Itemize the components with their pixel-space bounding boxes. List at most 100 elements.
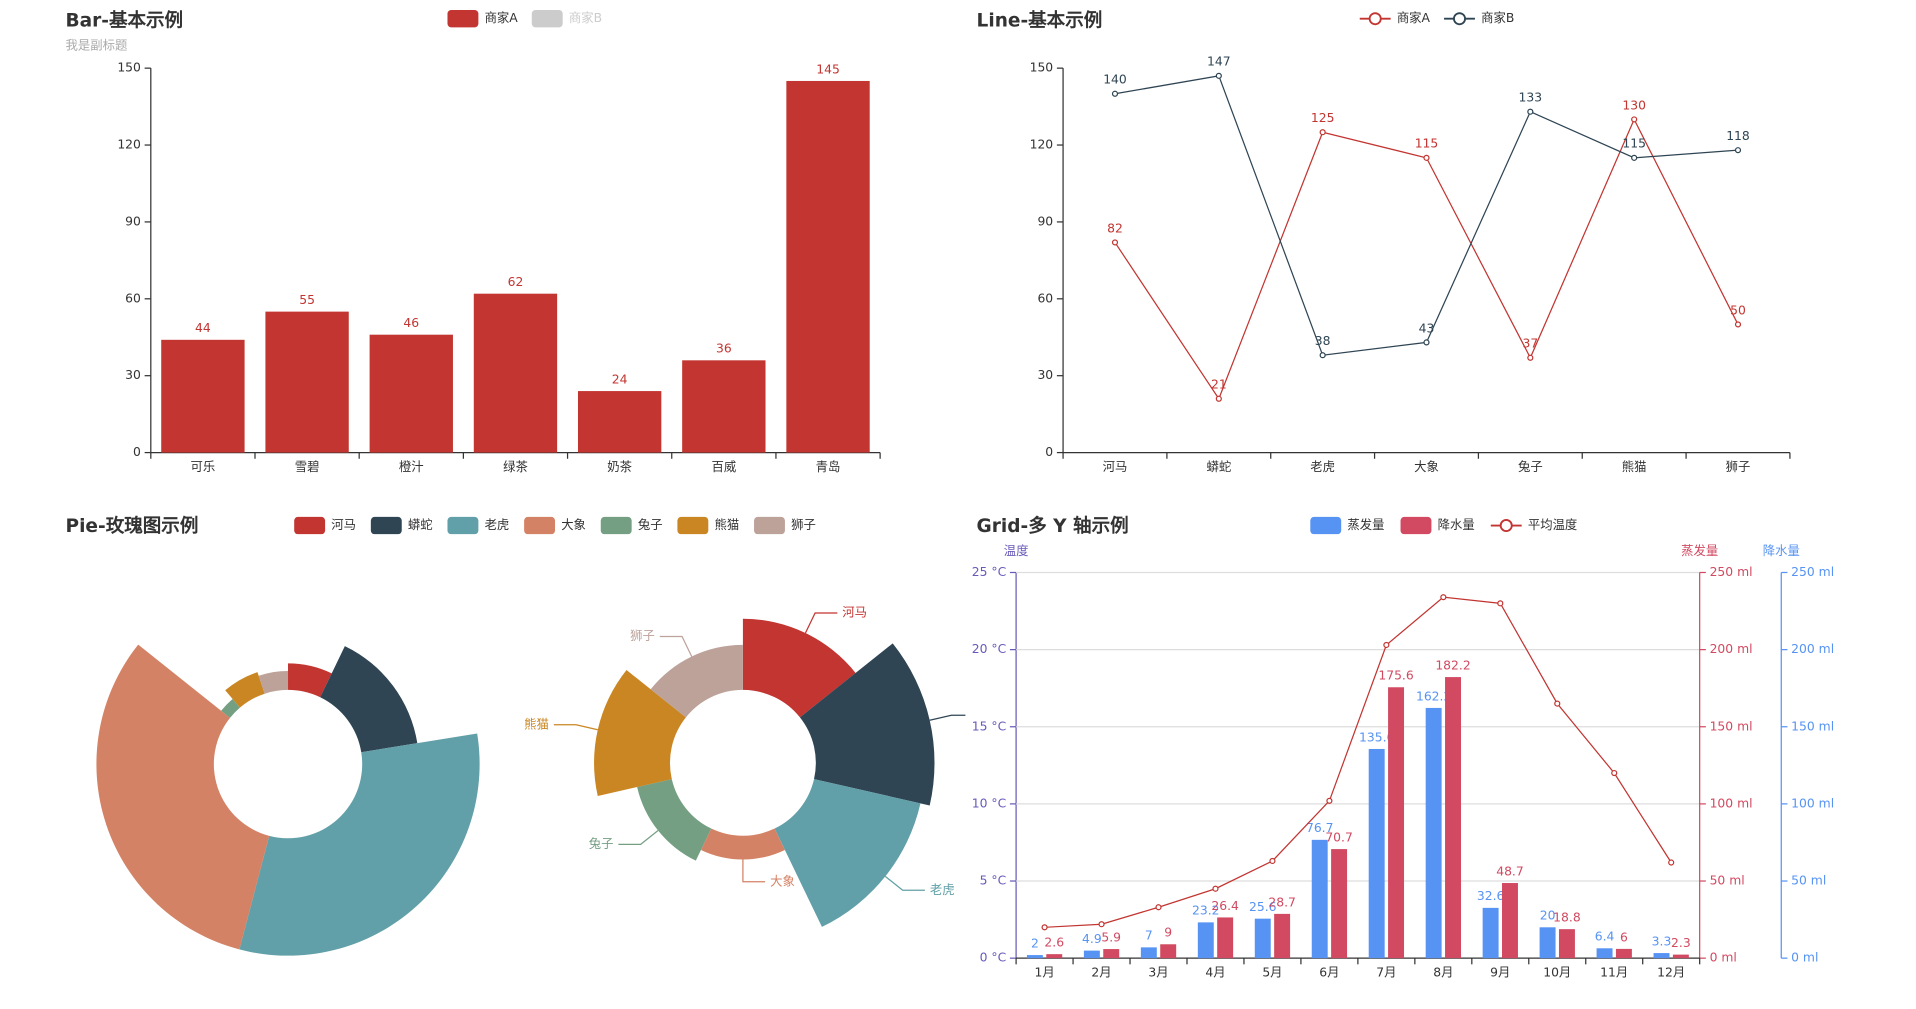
data-label: 4.9 [1082,932,1102,946]
data-label: 20 [1540,909,1556,923]
y-tick-label: 0 ml [1710,951,1737,965]
point [1111,90,1119,97]
legend-icon [1310,516,1342,535]
legend-icon [531,10,563,28]
bar [1502,883,1518,959]
x-tick-label: 橙汁 [399,459,424,474]
pie-slice [221,698,240,718]
data-label: 2.3 [1671,936,1691,950]
y-tick-label: 200 ml [1791,642,1834,656]
y-tick-label: 250 ml [1791,565,1834,579]
x-tick-label: 兔子 [1518,459,1543,474]
x-tick-label: 1月 [1034,965,1054,979]
bar [577,391,662,453]
x-tick-label: 12月 [1657,965,1685,979]
x-tick-label: 8月 [1433,965,1453,979]
y-tick-label: 5 °C [980,874,1007,888]
bar [1103,949,1120,959]
pie-slice [799,643,935,806]
pie-slice [258,670,289,694]
pie-slice [637,779,712,861]
label-line [804,612,838,634]
x-tick-label: 可乐 [191,460,216,474]
chart-title: Pie-玫瑰图示例 [66,515,199,537]
point [1041,924,1048,931]
y-tick-label: 30 [125,368,141,382]
point [1111,239,1119,246]
legend-icon [1499,519,1513,533]
bar [1596,948,1613,959]
point [1611,769,1618,777]
line [1114,117,1739,401]
y-tick-label: 150 [117,61,141,75]
point [1098,921,1105,928]
pie-slice [742,618,856,718]
x-tick-label: 绿茶 [503,459,528,474]
x-tick-label: 9月 [1490,965,1510,979]
bar [786,80,870,453]
y-tick-label: 0 °C [980,951,1007,965]
y-tick-label: 200 ml [1710,642,1753,656]
slice-label: 熊猫 [524,716,549,731]
x-tick-label: 大象 [1414,460,1439,474]
chart-title: Grid-多 Y 轴示例 [977,515,1129,537]
y-tick-label: 15 °C [972,719,1006,733]
chart-title: Bar-基本示例 [66,10,184,32]
data-label: 62 [508,275,524,289]
slice-label: 兔子 [589,836,614,851]
y-tick-label: 30 [1037,368,1053,382]
bar [1331,849,1348,959]
legend-label: 降水量 [1438,518,1475,532]
data-label: 140 [1103,73,1127,87]
bar [1254,918,1271,959]
bar [1160,944,1177,959]
data-label: 43 [1419,321,1435,335]
legend-icon [447,516,479,535]
slice-label: 大象 [770,874,795,888]
x-tick-label: 蟒蛇 [1206,459,1231,474]
legend-label: 商家B [1481,10,1514,25]
label-line [884,875,925,891]
data-label: 82 [1107,221,1123,235]
y-tick-label: 100 ml [1710,796,1753,810]
point [1668,859,1675,866]
point [1440,594,1447,601]
legend-icon [754,516,785,535]
legend-icon [447,10,479,28]
point [1326,797,1333,804]
data-label: 50 [1730,303,1746,317]
y-tick-label: 50 ml [1710,874,1745,888]
data-label: 115 [1622,137,1646,151]
pie-slice [650,644,743,718]
pie-slice [594,670,686,796]
x-tick-label: 青岛 [816,459,841,474]
chart-subtitle: 我是副标题 [66,37,128,52]
legend-icon [1453,12,1466,26]
bar [1615,948,1632,959]
point [1734,321,1742,328]
y-tick-label: 0 [133,445,141,459]
point [1155,904,1162,911]
y-tick-label: 0 [1045,445,1053,459]
legend-icon [1368,12,1382,26]
legend-icon [370,516,402,535]
legend-label: 商家A [485,10,519,25]
bar [1083,950,1100,959]
y-tick-label: 150 [1030,61,1054,75]
point [1215,395,1222,402]
y-axis-name: 温度 [1004,543,1029,558]
x-tick-label: 7月 [1376,965,1396,979]
y-tick-label: 50 ml [1791,874,1826,888]
data-label: 115 [1415,137,1439,151]
data-label: 135.6 [1359,730,1395,744]
legend-icon [524,516,556,535]
point [1554,700,1561,707]
data-label: 76.7 [1306,821,1334,835]
bar [1388,687,1405,959]
pie-slice [288,663,332,698]
bar [1653,953,1670,959]
data-label: 2.6 [1044,936,1064,950]
legend-label: 老虎 [485,518,510,532]
data-label: 37 [1522,337,1538,351]
